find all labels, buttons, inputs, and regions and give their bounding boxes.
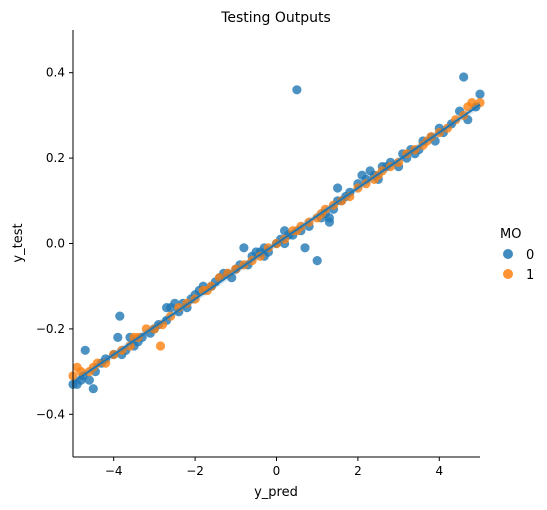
data-point-series-0 — [113, 332, 123, 342]
y-tick-label: −0.4 — [36, 407, 65, 421]
data-point-series-1 — [475, 98, 485, 108]
legend-label-0: 0 — [526, 248, 534, 263]
data-point-series-1 — [125, 341, 135, 351]
data-point-series-0 — [292, 85, 302, 95]
data-point-series-1 — [76, 367, 86, 377]
regression-line — [72, 103, 481, 384]
chart-title: Testing Outputs — [220, 10, 331, 26]
data-point-series-0 — [80, 345, 90, 355]
data-point-series-0 — [115, 311, 125, 321]
data-point-series-0 — [312, 256, 322, 266]
x-tick-label: 0 — [273, 464, 281, 478]
data-point-series-0 — [459, 72, 469, 82]
data-point-series-1 — [174, 303, 184, 313]
data-point-series-1 — [394, 157, 404, 167]
x-tick-label: −2 — [186, 464, 204, 478]
legend-title: MO — [500, 227, 521, 242]
data-point-series-1 — [155, 341, 166, 351]
data-point-series-0 — [300, 243, 310, 253]
data-point-series-0 — [84, 375, 94, 385]
legend-label-1: 1 — [526, 268, 534, 283]
data-point-series-1 — [231, 264, 241, 274]
legend-marker-1 — [503, 269, 513, 279]
y-tick-label: 0.4 — [46, 66, 65, 80]
x-tick-label: −4 — [105, 464, 123, 478]
data-point-series-1 — [467, 98, 477, 108]
x-tick-label: 4 — [435, 464, 443, 478]
data-point-series-1 — [92, 358, 102, 368]
data-point-series-0 — [162, 303, 172, 313]
data-point-series-1 — [149, 324, 159, 334]
x-ticks: −4 −2 0 2 4 — [105, 457, 443, 478]
y-ticks: −0.4 −0.2 0.0 0.2 0.4 — [36, 66, 73, 421]
data-point-series-0 — [475, 89, 485, 99]
legend-marker-0 — [503, 249, 513, 259]
data-point-series-0 — [365, 166, 375, 176]
data-point-series-0 — [88, 384, 98, 394]
y-tick-label: 0.2 — [46, 151, 65, 165]
x-axis-label: y_pred — [254, 485, 298, 500]
data-point-series-0 — [239, 243, 249, 253]
legend: MO 0 1 — [500, 227, 534, 283]
y-axis-label: y_test — [11, 223, 26, 262]
data-point-series-0 — [280, 226, 290, 236]
y-tick-label: 0.0 — [46, 237, 65, 251]
data-point-series-0 — [333, 183, 343, 193]
y-tick-label: −0.2 — [36, 322, 65, 336]
plot-area — [68, 72, 485, 394]
x-tick-label: 2 — [354, 464, 362, 478]
data-point-series-0 — [324, 213, 334, 223]
